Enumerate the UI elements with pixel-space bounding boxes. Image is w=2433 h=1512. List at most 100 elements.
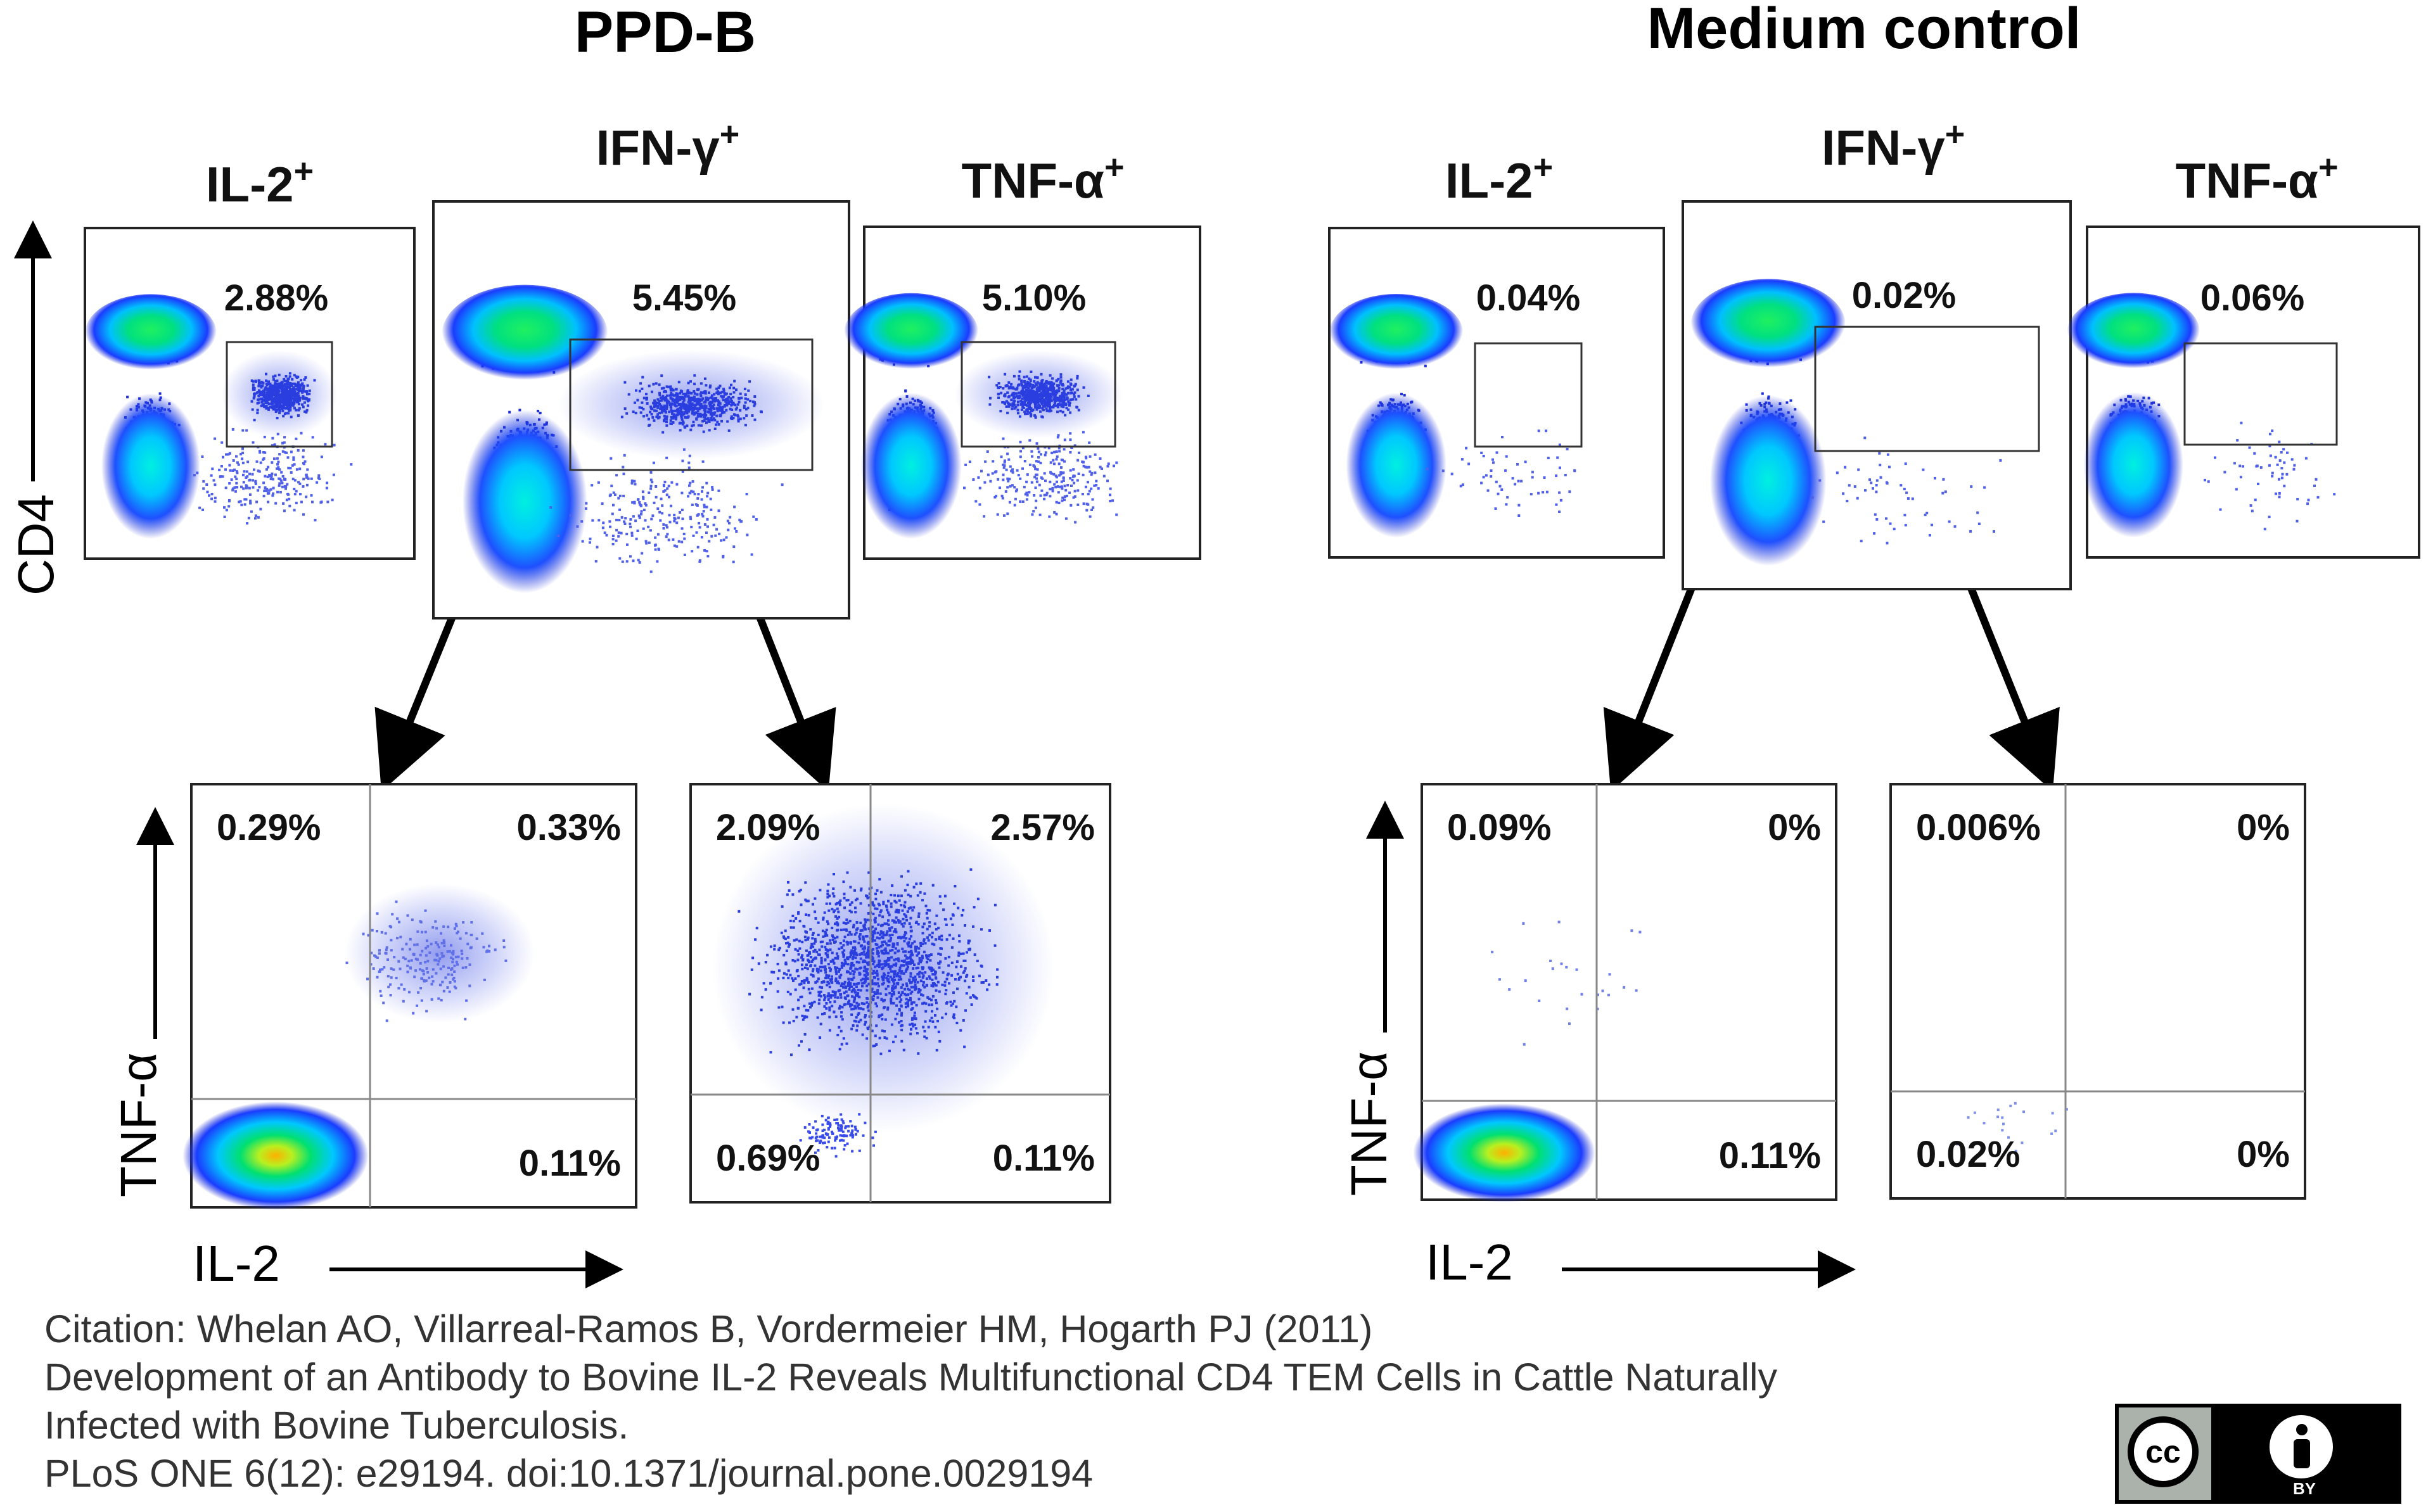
event-dot — [318, 478, 321, 480]
event-dot — [290, 393, 293, 396]
event-dot — [271, 473, 274, 475]
plot-title-il2: IL-2+ — [206, 152, 314, 212]
event-dot — [214, 483, 217, 486]
event-dot — [201, 508, 204, 511]
event-dot — [276, 397, 279, 400]
event-dot — [228, 482, 231, 485]
event-dot — [278, 482, 281, 485]
event-dot — [260, 391, 263, 395]
event-dot — [294, 383, 297, 386]
event-dot — [297, 394, 300, 397]
event-dot — [265, 372, 267, 376]
event-dot — [282, 414, 285, 417]
event-dot — [240, 504, 243, 507]
event-dot — [251, 473, 254, 476]
group-title-ppd-b: PPD-B — [575, 0, 756, 65]
event-dot — [307, 404, 310, 407]
event-dot — [241, 457, 244, 461]
event-dot — [266, 475, 269, 478]
event-dot — [220, 465, 223, 467]
event-dot — [302, 395, 305, 398]
event-dot — [228, 452, 231, 455]
event-dot — [297, 414, 300, 417]
event-dot — [274, 410, 278, 413]
event-dot — [276, 433, 279, 436]
event-dot — [220, 441, 224, 444]
event-dot — [310, 477, 313, 480]
event-dot — [212, 479, 215, 482]
event-dot — [241, 461, 245, 464]
event-dot — [234, 475, 237, 478]
gate-percentage: 2.88% — [224, 277, 328, 319]
event-dot — [196, 471, 199, 474]
event-dot — [276, 490, 279, 493]
event-dot — [245, 470, 248, 473]
event-dot — [250, 400, 253, 403]
event-dot — [300, 500, 303, 504]
event-dot — [243, 503, 246, 506]
event-dot — [305, 473, 308, 476]
event-dot — [280, 471, 283, 474]
il2-axis-label-right: IL-2 — [1426, 1234, 1513, 1290]
event-dot — [262, 451, 265, 454]
event-dot — [264, 387, 267, 390]
group-title-medium-control: Medium control — [1647, 0, 2081, 61]
event-dot — [302, 449, 305, 452]
event-dot — [221, 475, 224, 478]
event-dot — [258, 486, 261, 489]
event-dot — [283, 392, 286, 395]
event-dot — [281, 409, 284, 412]
event-dot — [305, 409, 309, 412]
event-dot — [300, 390, 303, 393]
plots-layer: IL-2+2.88%IFN-γ+5.45%TNF-α+5.10%IL-2+0.0… — [84, 115, 2420, 1210]
event-dot — [275, 389, 278, 392]
event-dot — [259, 507, 262, 511]
event-dot — [307, 398, 310, 402]
event-dot — [214, 437, 217, 440]
event-dot — [283, 383, 286, 386]
event-dot — [260, 381, 264, 384]
event-dot — [272, 408, 275, 411]
event-dot — [263, 405, 265, 408]
event-dot — [272, 398, 275, 401]
event-dot — [263, 435, 266, 438]
event-dot — [311, 500, 314, 504]
event-dot — [267, 466, 270, 469]
event-dot — [252, 479, 254, 482]
event-dot — [274, 502, 278, 505]
event-dot — [311, 436, 314, 439]
event-dot — [210, 493, 214, 495]
event-dot — [210, 497, 214, 500]
event-dot — [286, 393, 290, 397]
event-dot — [198, 506, 201, 509]
event-dot — [297, 409, 300, 412]
event-dot — [287, 407, 290, 410]
event-dot — [262, 391, 265, 394]
event-dot — [283, 412, 286, 416]
event-dot — [258, 470, 261, 473]
event-dot — [264, 474, 267, 478]
event-dot — [293, 493, 297, 496]
event-dot — [243, 470, 246, 473]
event-dot — [202, 480, 205, 483]
event-dot — [257, 489, 260, 492]
event-dot — [279, 491, 282, 493]
event-dot — [290, 395, 293, 398]
event-dot — [333, 443, 336, 447]
event-dot — [297, 481, 300, 484]
event-dot — [254, 514, 257, 518]
event-dot — [297, 397, 300, 400]
event-dot — [234, 490, 237, 493]
event-dot — [235, 470, 238, 473]
event-dot — [208, 494, 210, 497]
event-dot — [303, 401, 306, 404]
event-dot — [297, 449, 300, 452]
event-dot — [278, 404, 281, 407]
event-dot — [284, 397, 287, 400]
event-dot — [282, 388, 285, 391]
event-dot — [313, 379, 316, 382]
event-dot — [253, 468, 255, 471]
event-dot — [299, 493, 302, 496]
event-dot — [235, 478, 238, 481]
